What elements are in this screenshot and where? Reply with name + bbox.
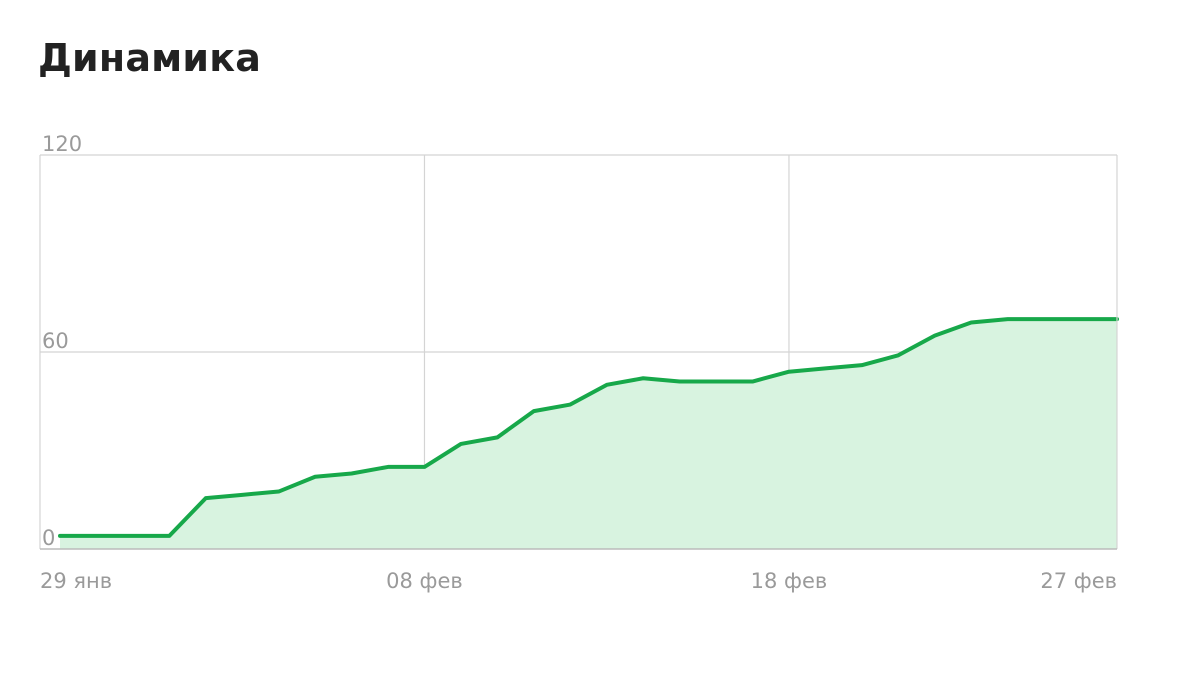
x-tick-label: 08 фев — [386, 569, 463, 593]
y-tick-label: 0 — [42, 526, 55, 550]
x-tick-label: 18 фев — [751, 569, 828, 593]
x-tick-label: 29 янв — [40, 569, 112, 593]
x-tick-label: 27 фев — [1040, 569, 1117, 593]
y-tick-label: 60 — [42, 329, 69, 353]
series-area — [60, 319, 1117, 549]
area-layer — [60, 319, 1117, 549]
page-title: Динамика — [38, 36, 262, 80]
series-line — [58, 317, 1119, 538]
label-layer: 0 60 120 29 янв 08 фев 18 фев 27 фев — [40, 132, 1117, 593]
line-layer — [58, 317, 1119, 538]
y-tick-label: 120 — [42, 132, 82, 156]
axis-layer — [39, 155, 1118, 550]
